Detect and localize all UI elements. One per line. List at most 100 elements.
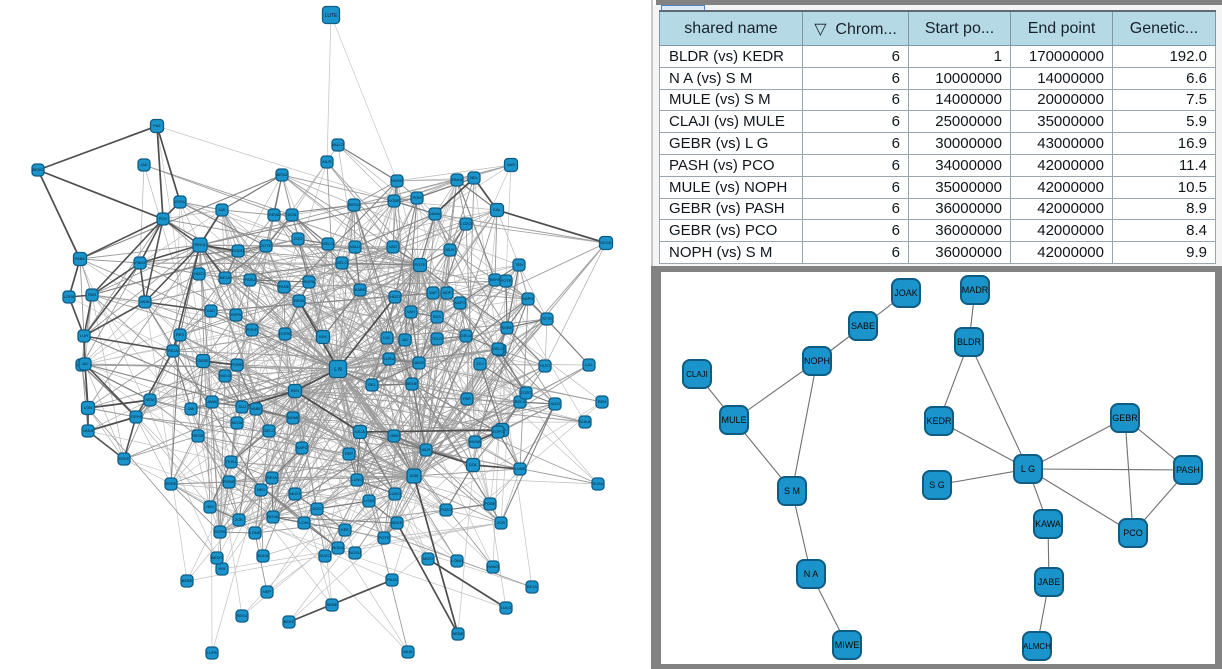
svg-text:VABE: VABE: [251, 406, 262, 411]
svg-text:GEVA: GEVA: [269, 212, 280, 217]
svg-text:JABE: JABE: [1038, 577, 1061, 587]
svg-text:LUNO: LUNO: [389, 491, 400, 496]
svg-text:VAPO: VAPO: [523, 296, 534, 301]
svg-text:JAJ: JAJ: [82, 361, 89, 366]
svg-text:LULO: LULO: [501, 605, 511, 610]
svg-text:RESU: RESU: [348, 202, 359, 207]
svg-text:DOMI: DOMI: [288, 415, 298, 420]
svg-text:SUJ: SUJ: [238, 404, 246, 409]
svg-text:MIZO: MIZO: [290, 491, 300, 496]
svg-text:KEJA: KEJA: [355, 429, 365, 434]
svg-text:LONE: LONE: [250, 530, 261, 535]
svg-text:SUSU: SUSU: [592, 481, 603, 486]
svg-text:ALMCH: ALMCH: [1023, 642, 1051, 651]
svg-text:NEP: NEP: [263, 589, 272, 594]
svg-text:NEBE: NEBE: [453, 631, 464, 636]
svg-text:ZOJ: ZOJ: [476, 361, 484, 366]
svg-text:ZOZO: ZOZO: [520, 390, 531, 395]
svg-text:JAK: JAK: [187, 406, 195, 411]
svg-text:DON: DON: [288, 212, 297, 217]
svg-text:ZOSU: ZOSU: [174, 199, 185, 204]
svg-text:NEKE: NEKE: [392, 520, 403, 525]
svg-text:KEK: KEK: [319, 334, 327, 339]
svg-text:ZOTE: ZOTE: [261, 243, 272, 248]
svg-text:HIZO: HIZO: [194, 271, 204, 276]
svg-text:N A: N A: [804, 569, 819, 579]
svg-text:BEMI: BEMI: [294, 298, 304, 303]
svg-text:PONE: PONE: [231, 362, 243, 367]
svg-text:KAWA: KAWA: [1035, 519, 1061, 529]
svg-text:NEL: NEL: [470, 175, 479, 180]
svg-text:HIZO: HIZO: [540, 363, 550, 368]
svg-text:PAKA: PAKA: [452, 177, 463, 182]
svg-text:BEDO: BEDO: [211, 555, 222, 560]
svg-text:BLDR: BLDR: [957, 337, 982, 347]
svg-text:KEGE: KEGE: [600, 240, 611, 245]
svg-text:PANE: PANE: [279, 284, 290, 289]
svg-text:MULO: MULO: [332, 142, 344, 147]
svg-text:KAPO: KAPO: [296, 445, 307, 450]
svg-text:LUNE: LUNE: [515, 466, 526, 471]
svg-text:POM: POM: [412, 195, 421, 200]
svg-text:DOG: DOG: [312, 506, 321, 511]
svg-text:PASH: PASH: [1176, 465, 1200, 475]
svg-text:LUH: LUH: [80, 333, 88, 338]
svg-text:MUK: MUK: [404, 649, 413, 654]
svg-text:VAR: VAR: [507, 162, 515, 167]
svg-text:MUV: MUV: [446, 247, 455, 252]
svg-text:JAK: JAK: [218, 207, 226, 212]
svg-text:LUL: LUL: [585, 362, 593, 367]
svg-text:RESU: RESU: [236, 613, 247, 618]
svg-text:GEBR: GEBR: [1112, 413, 1138, 423]
svg-text:JANE: JANE: [207, 399, 218, 404]
svg-text:LOHI: LOHI: [299, 520, 308, 525]
svg-text:JAK: JAK: [140, 162, 148, 167]
svg-text:HIZO: HIZO: [390, 294, 400, 299]
svg-text:NOKA: NOKA: [332, 545, 344, 550]
svg-text:JOAK: JOAK: [894, 288, 918, 298]
svg-text:DOL: DOL: [469, 462, 478, 467]
svg-text:SUPA: SUPA: [304, 279, 315, 284]
svg-text:NOSU: NOSU: [349, 550, 361, 555]
svg-text:ZOG: ZOG: [294, 236, 303, 241]
svg-text:NOVA: NOVA: [267, 514, 278, 519]
svg-text:PAMI: PAMI: [135, 260, 144, 265]
svg-text:CLAJI: CLAJI: [686, 370, 708, 379]
svg-text:MUS: MUS: [323, 159, 332, 164]
svg-text:S G: S G: [929, 480, 945, 490]
svg-text:LOMU: LOMU: [451, 558, 463, 563]
svg-text:NED: NED: [257, 487, 266, 492]
svg-text:PAZ: PAZ: [153, 123, 161, 128]
svg-text:POV: POV: [159, 216, 168, 221]
svg-text:MULO: MULO: [219, 373, 231, 378]
svg-text:L N: L N: [334, 367, 342, 373]
svg-text:LON: LON: [84, 405, 92, 410]
svg-text:SUS: SUS: [433, 314, 442, 319]
svg-text:VALU: VALU: [350, 244, 360, 249]
svg-text:ZOS: ZOS: [497, 520, 506, 525]
svg-text:NEM: NEM: [146, 397, 155, 402]
svg-text:GELO: GELO: [322, 241, 333, 246]
svg-text:NOP: NOP: [443, 290, 452, 295]
svg-text:HIM: HIM: [206, 504, 213, 509]
svg-text:POTE: POTE: [415, 262, 426, 267]
svg-text:LUL: LUL: [383, 335, 391, 340]
svg-text:DORE: DORE: [279, 331, 291, 336]
svg-text:GELO: GELO: [336, 260, 347, 265]
svg-text:GEBE: GEBE: [197, 358, 208, 363]
svg-text:TEN: TEN: [515, 262, 523, 267]
svg-text:PONE: PONE: [223, 479, 235, 484]
svg-text:REGE: REGE: [192, 433, 204, 438]
svg-text:MIZO: MIZO: [423, 556, 433, 561]
svg-text:S M: S M: [784, 486, 800, 496]
svg-text:GEHI: GEHI: [131, 414, 141, 419]
svg-text:DOPA: DOPA: [214, 529, 225, 534]
svg-text:MUN: MUN: [140, 299, 149, 304]
svg-text:GELU: GELU: [461, 333, 472, 338]
svg-text:BENO: BENO: [32, 167, 43, 172]
svg-text:ZOB: ZOB: [410, 473, 419, 478]
svg-text:NOBE: NOBE: [388, 198, 400, 203]
svg-text:KAL: KAL: [493, 207, 501, 212]
svg-text:TETE: TETE: [542, 316, 553, 321]
svg-text:BESU: BESU: [277, 172, 288, 177]
